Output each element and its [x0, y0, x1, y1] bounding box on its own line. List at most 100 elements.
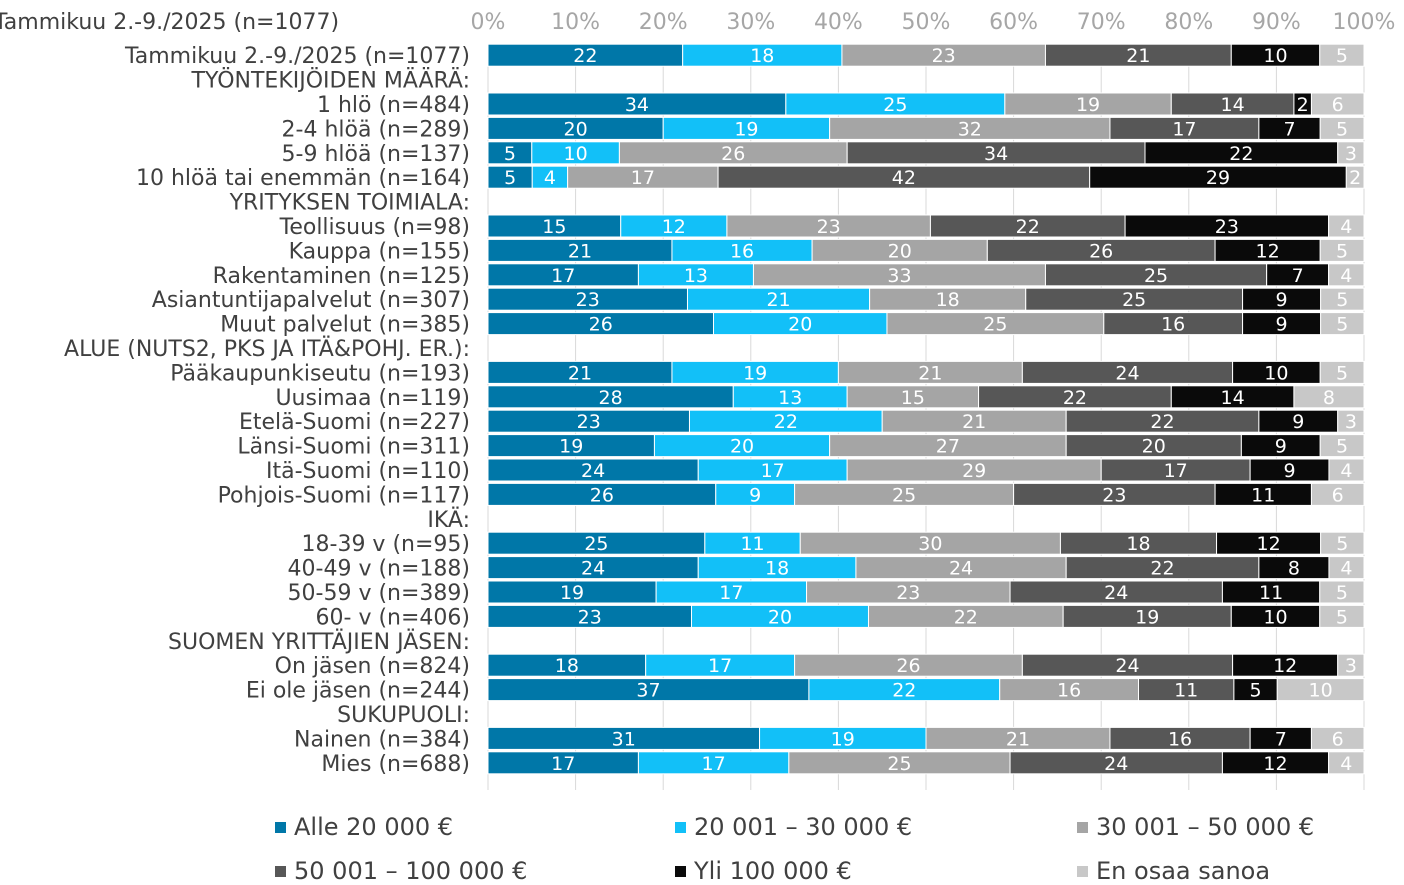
- bar-segment: [1319, 580, 1365, 604]
- data-label: 21: [918, 362, 942, 384]
- bar-segment: [1328, 214, 1365, 238]
- data-label: 22: [1016, 216, 1040, 238]
- bar-segment: [1319, 238, 1365, 262]
- data-label: 4: [544, 167, 556, 189]
- data-label: 5: [504, 143, 516, 165]
- category-label: 60- v (n=406): [316, 605, 470, 630]
- legend-item: 30 001 – 50 000 €: [1077, 813, 1314, 841]
- group-header-label: SUOMEN YRITTÄJIEN JÄSEN:: [168, 629, 470, 655]
- group-header-label: TYÖNTEKIJÖIDEN MÄÄRÄ:: [191, 68, 470, 94]
- data-label: 24: [1104, 582, 1128, 604]
- data-label: 17: [702, 753, 726, 775]
- data-label: 34: [625, 94, 649, 116]
- category-label: Teollisuus (n=98): [279, 215, 470, 240]
- data-label: 19: [559, 436, 583, 458]
- legend-item: 20 001 – 30 000 €: [675, 813, 912, 841]
- legend-item: 50 001 – 100 000 €: [275, 857, 527, 885]
- data-label: 6: [1332, 484, 1344, 506]
- category-label: 5-9 hlöä (n=137): [282, 142, 470, 167]
- data-label: 17: [761, 460, 785, 482]
- data-label: 4: [1340, 558, 1352, 580]
- data-label: 6: [1332, 94, 1344, 116]
- bars: 22 18 23 21 10 534 25 19 14 2 620 19 32 17 7 55 10 26 34 22…: [487, 43, 1365, 775]
- x-axis-ticks: 0% 10% 20% 30% 40% 50% 60% 70% 80% 90% 100%: [471, 10, 1396, 35]
- category-label: Mies (n=688): [321, 752, 470, 777]
- data-label: 26: [721, 143, 745, 165]
- data-label: 10: [1264, 362, 1288, 384]
- data-label: 20: [564, 118, 588, 140]
- legend-swatch: [1077, 821, 1088, 833]
- data-label: 23: [932, 45, 956, 67]
- legend-swatch: [275, 865, 286, 877]
- legend-label: En osaa sanoa: [1096, 857, 1271, 885]
- bar-segment: [1319, 116, 1365, 140]
- data-label: 28: [599, 387, 623, 409]
- data-label: 11: [1259, 582, 1283, 604]
- data-label: 20: [1142, 436, 1166, 458]
- data-label: 17: [719, 582, 743, 604]
- category-label: Asiantuntijapalvelut (n=307): [152, 288, 470, 313]
- data-label: 12: [1273, 655, 1297, 677]
- category-label: 40-49 v (n=188): [288, 557, 470, 582]
- data-label: 9: [1292, 411, 1304, 433]
- data-label: 13: [778, 387, 802, 409]
- category-label: 1 hlö (n=484): [317, 93, 470, 118]
- data-label: 5: [1336, 362, 1348, 384]
- chart-title: Tammikuu 2.-9./2025 (n=1077): [0, 10, 339, 35]
- data-label: 25: [892, 484, 916, 506]
- data-label: 10: [1263, 45, 1287, 67]
- data-label: 8: [1288, 558, 1300, 580]
- data-label: 24: [949, 558, 973, 580]
- data-label: 5: [1336, 436, 1348, 458]
- x-tick-label: 20%: [639, 10, 688, 35]
- data-label: 24: [581, 558, 605, 580]
- data-label: 5: [1336, 606, 1348, 628]
- stacked-bar-chart: Tammikuu 2.-9./2025 (n=1077) 0% 10% 20% 30%…: [0, 10, 1396, 790]
- x-tick-label: 10%: [551, 10, 600, 35]
- data-label: 16: [1161, 314, 1185, 336]
- legend-item: Yli 100 000 €: [675, 857, 852, 885]
- x-tick-label: 30%: [726, 10, 775, 35]
- data-label: 25: [887, 753, 911, 775]
- data-label: 2: [1349, 167, 1361, 189]
- data-label: 19: [743, 362, 767, 384]
- data-label: 26: [896, 655, 920, 677]
- data-label: 2: [1297, 94, 1309, 116]
- legend-label: 50 001 – 100 000 €: [294, 857, 528, 885]
- data-label: 31: [612, 728, 636, 750]
- data-label: 22: [774, 411, 798, 433]
- data-label: 22: [1150, 558, 1174, 580]
- data-label: 24: [1115, 655, 1139, 677]
- category-label: Rakentaminen (n=125): [213, 264, 470, 289]
- data-label: 18: [750, 45, 774, 67]
- data-label: 23: [578, 606, 602, 628]
- x-tick-label: 40%: [814, 10, 863, 35]
- data-label: 3: [1345, 143, 1357, 165]
- data-label: 37: [636, 680, 660, 702]
- data-label: 24: [1115, 362, 1139, 384]
- category-label: Länsi-Suomi (n=311): [237, 435, 470, 460]
- legend-item: Alle 20 000 €: [275, 813, 453, 841]
- data-label: 22: [1150, 411, 1174, 433]
- data-label: 16: [730, 240, 754, 262]
- x-tick-label: 70%: [1077, 10, 1126, 35]
- category-label: Muut palvelut (n=385): [220, 313, 470, 338]
- category-label: 2-4 hlöä (n=289): [282, 117, 470, 142]
- bar-segment: [1337, 653, 1365, 677]
- legend-label: 20 001 – 30 000 €: [694, 813, 913, 841]
- category-label: Ei ole jäsen (n=244): [246, 679, 470, 704]
- data-label: 17: [708, 655, 732, 677]
- data-label: 29: [1206, 167, 1230, 189]
- category-label: Uusimaa (n=119): [275, 386, 470, 411]
- data-label: 26: [590, 484, 614, 506]
- group-header-label: YRITYKSEN TOIMIALA:: [229, 191, 470, 216]
- data-label: 18: [555, 655, 579, 677]
- data-label: 5: [1336, 533, 1348, 555]
- data-label: 23: [576, 289, 600, 311]
- data-label: 23: [817, 216, 841, 238]
- data-label: 10: [1309, 680, 1333, 702]
- data-label: 5: [1336, 240, 1348, 262]
- data-label: 11: [1174, 680, 1198, 702]
- group-header-label: SUKUPUOLI:: [337, 703, 470, 728]
- legend: Alle 20 000 € 20 001 – 30 000 € 30 001 – 5…: [0, 805, 1404, 885]
